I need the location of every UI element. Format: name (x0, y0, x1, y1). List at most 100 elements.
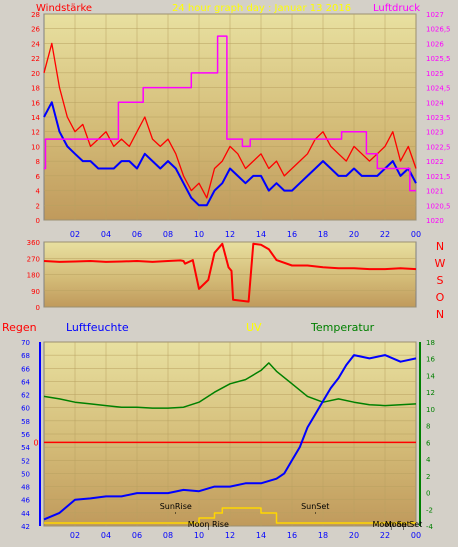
temperature-y-tick: 18 (426, 339, 435, 347)
wind-pressure-panel: 024681012141618202224262810201020,510211… (31, 11, 450, 239)
wind-y-tick: 10 (31, 143, 40, 151)
humidity-y-tick: 58 (21, 418, 30, 426)
label-uv: UV (246, 321, 262, 334)
temperature-y-tick: 14 (426, 372, 435, 380)
temperature-y-tick: -4 (426, 523, 434, 531)
humidity-y-tick: 56 (21, 431, 30, 439)
pressure-y-tick: 1022,5 (426, 143, 451, 151)
wind-y-tick: 14 (31, 114, 40, 122)
wind-y-tick: 22 (31, 55, 40, 63)
wind-x-tick: 00 (411, 230, 421, 239)
series-uv (44, 507, 416, 524)
wind-x-tick: 10 (194, 230, 204, 239)
header-center: 24 hour graph day : Januar 13 2016 (172, 3, 351, 14)
humidity-y-tick: 48 (21, 484, 30, 492)
wind-y-tick: 18 (31, 85, 40, 93)
compass-label: W (435, 257, 446, 270)
direction-y-tick: 0 (36, 304, 40, 312)
temperature-y-tick: 4 (426, 456, 431, 464)
wind-x-tick: 16 (287, 230, 297, 239)
series-pressure (44, 35, 416, 192)
wind-x-tick: 02 (70, 230, 80, 239)
wind-x-tick: 20 (349, 230, 359, 239)
header-left: Windstärke (36, 3, 92, 14)
temperature-y-tick: 2 (426, 473, 430, 481)
bottom-x-tick: 18 (318, 531, 328, 540)
bottom-x-tick: 00 (411, 531, 421, 540)
humidity-y-tick: 54 (21, 444, 30, 452)
pressure-y-tick: 1026,5 (426, 26, 451, 34)
direction-y-tick: 180 (27, 272, 40, 280)
pressure-y-tick: 1020 (426, 217, 444, 225)
series-wind-direction (43, 242, 417, 303)
bottom-x-tick: 12 (225, 531, 235, 540)
humidity-y-tick: 70 (21, 339, 30, 347)
direction-y-tick: 360 (27, 239, 40, 247)
bottom-x-tick: 20 (349, 531, 359, 540)
humidity-y-tick: 46 (21, 497, 30, 505)
wind-y-tick: 4 (36, 188, 41, 196)
annotation-label: SunRise (160, 502, 192, 511)
annotation-label: Moon Set (372, 520, 409, 529)
temperature-y-tick: 8 (426, 423, 430, 431)
humidity-y-tick: 60 (21, 405, 30, 413)
temperature-y-tick: 6 (426, 439, 431, 447)
pressure-y-tick: 1023 (426, 129, 444, 137)
series-wind-gust (43, 42, 417, 199)
humidity-y-tick: 66 (21, 365, 30, 373)
series-humidity (43, 354, 417, 521)
temperature-y-tick: 10 (426, 406, 435, 414)
label-luftfeuchte: Luftfeuchte (66, 321, 129, 334)
label-temperatur: Temperatur (310, 321, 375, 334)
wind-y-tick: 8 (36, 158, 40, 166)
temperature-y-tick: -2 (426, 506, 433, 514)
pressure-y-tick: 1024 (426, 99, 444, 107)
wind-y-tick: 6 (36, 173, 41, 181)
pressure-y-tick: 1022 (426, 158, 444, 166)
pressure-y-tick: 1026 (426, 40, 444, 48)
series-temperature (43, 362, 417, 409)
pressure-y-tick: 1021,5 (426, 173, 451, 181)
wind-x-tick: 18 (318, 230, 328, 239)
pressure-y-tick: 1025 (426, 70, 444, 78)
humidity-y-tick: 52 (21, 457, 30, 465)
wind-y-tick: 16 (31, 99, 40, 107)
bottom-x-tick: 02 (70, 531, 80, 540)
rain-zero-label: 0 (33, 438, 38, 447)
series-wind-speed (43, 101, 417, 207)
wind-x-tick: 04 (101, 230, 111, 239)
humidity-y-tick: 62 (21, 392, 30, 400)
pressure-y-tick: 1025,5 (426, 55, 451, 63)
direction-y-tick: 90 (31, 288, 40, 296)
direction-y-tick: 270 (27, 255, 40, 263)
compass-label: N (436, 240, 444, 253)
humidity-y-tick: 44 (21, 510, 30, 518)
annotation-label: Moon Set (385, 520, 422, 529)
compass-label: O (436, 291, 445, 304)
wind-y-tick: 0 (36, 217, 40, 225)
wind-y-tick: 26 (31, 26, 40, 34)
annotation-label: SunSet (301, 502, 329, 511)
pressure-y-tick: 1021 (426, 188, 444, 196)
temperature-y-tick: 0 (426, 490, 430, 498)
wind-x-tick: 22 (380, 230, 390, 239)
wind-x-tick: 14 (256, 230, 266, 239)
pressure-y-tick: 1020,5 (426, 202, 451, 210)
humidity-y-tick: 68 (21, 352, 30, 360)
bottom-x-tick: 22 (380, 531, 390, 540)
annotation-label: Moon Rise (188, 520, 229, 529)
temperature-y-tick: 16 (426, 356, 435, 364)
pressure-y-tick: 1023,5 (426, 114, 451, 122)
wind-y-tick: 12 (31, 129, 40, 137)
wind-y-tick: 20 (31, 70, 40, 78)
rain-humidity-uv-temperature-panel: 424446485052545658606264666870-4-2024681… (21, 339, 435, 540)
pressure-y-tick: 1024,5 (426, 85, 451, 93)
temperature-y-tick: 12 (426, 389, 435, 397)
bottom-x-tick: 08 (163, 531, 173, 540)
wind-y-tick: 28 (31, 11, 40, 19)
wind-y-tick: 2 (36, 202, 40, 210)
wind-x-tick: 06 (132, 230, 142, 239)
wind-x-tick: 12 (225, 230, 235, 239)
